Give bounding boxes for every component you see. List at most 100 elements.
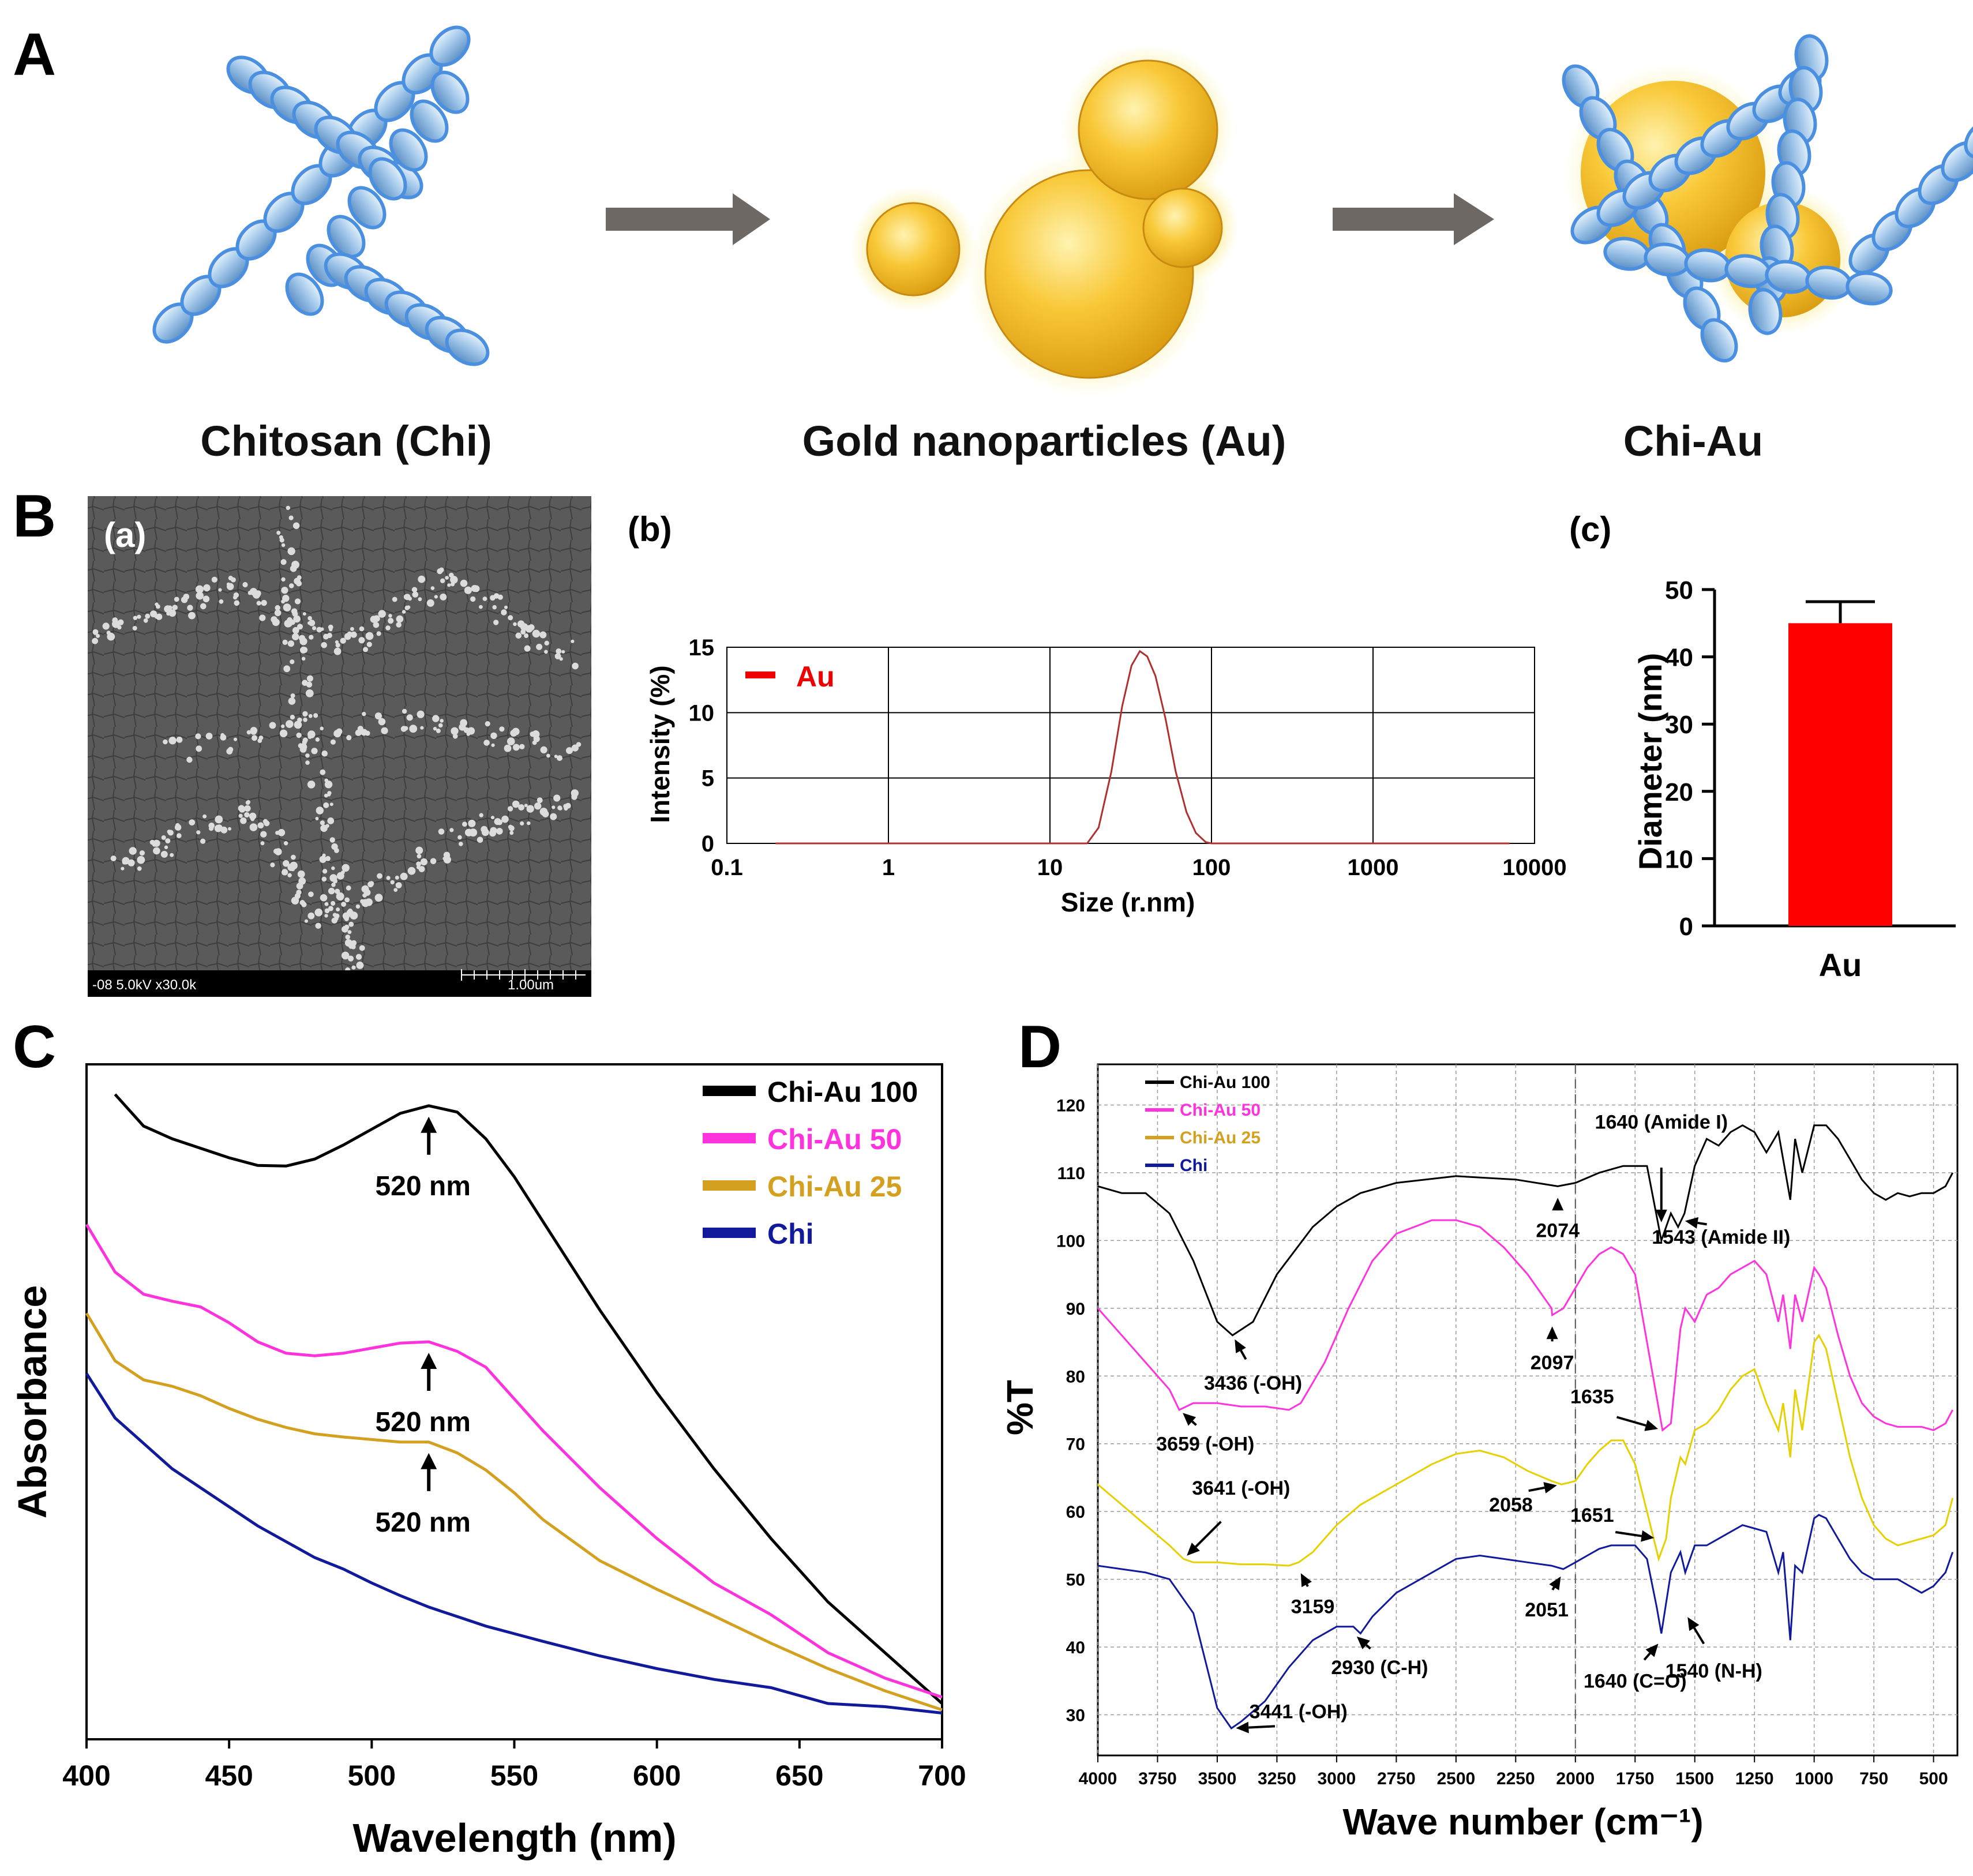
ftir-annotation-arrow — [1643, 1652, 1651, 1661]
sem-particle — [415, 846, 423, 854]
sem-particle — [153, 847, 160, 855]
sem-particle — [308, 714, 313, 718]
sem-particle — [395, 882, 402, 888]
sem-particle — [165, 838, 171, 844]
sem-particle — [160, 850, 168, 858]
ftir-y-tick: 100 — [1056, 1232, 1085, 1251]
sem-particle — [286, 505, 290, 511]
sem-particle — [320, 820, 325, 826]
sem-particle — [187, 605, 193, 611]
sem-particle — [402, 708, 407, 714]
sem-particle — [307, 912, 315, 920]
ftir-annotation-arrow — [1615, 1530, 1642, 1537]
chi-au-illustration — [1562, 34, 1973, 363]
uv-y-label: Absorbance — [10, 1285, 55, 1519]
sem-particle — [167, 830, 174, 836]
sem-particle — [304, 919, 309, 923]
sem-particle — [344, 924, 350, 930]
sem-particle — [325, 856, 331, 861]
sem-particle — [530, 731, 535, 737]
uv-x-tick: 650 — [775, 1759, 823, 1792]
sem-particle — [254, 590, 261, 597]
sem-particle — [483, 740, 490, 746]
sem-particle — [257, 738, 262, 743]
sem-particle — [283, 860, 290, 867]
sem-particle — [335, 888, 340, 894]
ftir-x-tick: 3750 — [1138, 1769, 1177, 1788]
sem-particle — [137, 614, 141, 619]
ftir-annotation-arrowhead — [1236, 1721, 1249, 1734]
sem-particle — [513, 622, 517, 626]
sem-particle — [312, 626, 317, 631]
ftir-annotation-arrow — [1195, 1521, 1222, 1548]
sem-particle — [279, 535, 283, 539]
sem-particle — [272, 618, 280, 626]
uv-peak-label: 520 nm — [375, 1171, 470, 1202]
sem-particle — [281, 577, 286, 582]
sem-particle — [408, 596, 412, 601]
sem-particle — [96, 633, 100, 638]
ftir-chart: 4000 3750 3500 3250 3000 2750 2500 2250 2000 1750… — [999, 1063, 1959, 1843]
ftir-annotation-arrowhead — [1655, 1209, 1667, 1222]
ftir-annotation-arrow — [1697, 1221, 1707, 1226]
sem-particle — [504, 744, 512, 752]
sem-particle — [168, 609, 177, 617]
panel-label-d: D — [1018, 1014, 1061, 1080]
sem-particle — [532, 629, 541, 638]
ftir-legend-chi-au-100: Chi-Au 100 — [1180, 1073, 1270, 1092]
sem-particle — [121, 866, 125, 871]
chi-au-bead — [1964, 118, 1973, 159]
sem-particle — [156, 613, 163, 620]
sem-particle — [107, 632, 115, 641]
sem-particle — [292, 626, 299, 634]
panel-label-b: B — [13, 483, 56, 550]
sem-particle — [374, 894, 383, 902]
sem-particle — [189, 819, 196, 826]
sem-particle — [291, 854, 296, 860]
sem-particle — [281, 587, 288, 594]
dls-x-label: Size (r.nm) — [1061, 887, 1195, 917]
sem-particle — [110, 856, 117, 861]
sem-particle — [279, 729, 288, 738]
sem-particle — [520, 821, 524, 826]
sem-particle — [440, 593, 447, 601]
ftir-annotation-arrowhead — [1645, 1644, 1659, 1657]
uv-peak-arrowhead — [421, 1453, 437, 1469]
sem-particle — [308, 891, 314, 897]
sem-particle — [477, 836, 483, 843]
sem-particle — [319, 856, 327, 863]
sem-particle — [485, 721, 490, 727]
sem-particle — [137, 866, 142, 871]
sem-particle — [246, 730, 252, 735]
sem-particle — [350, 626, 354, 631]
sem-particle — [438, 723, 443, 728]
sem-particle — [571, 794, 577, 800]
diameter-bar-au — [1788, 623, 1892, 926]
ftir-annotation-arrow — [1528, 1486, 1545, 1492]
sem-particle — [554, 653, 561, 659]
ftir-x-tick: 1000 — [1795, 1769, 1833, 1788]
ftir-annotation-label: 1635 — [1570, 1386, 1614, 1408]
sem-particle — [288, 583, 294, 588]
ftir-y-tick: 120 — [1056, 1096, 1085, 1115]
sem-particle — [390, 880, 395, 885]
sem-particle — [546, 753, 550, 758]
ftir-annotation-label: 2058 — [1489, 1494, 1533, 1516]
uv-x-tick: 550 — [490, 1759, 538, 1792]
sem-particle — [215, 815, 223, 824]
sem-particle — [340, 637, 346, 644]
panel-label-a: A — [13, 21, 56, 88]
diameter-error-bar — [1806, 600, 1875, 624]
sem-particle — [282, 639, 288, 645]
sem-particle — [247, 590, 252, 595]
sem-particle — [137, 856, 145, 864]
sem-particle — [291, 896, 299, 905]
sem-particle — [296, 732, 302, 738]
ftir-annotation-arrowhead — [1549, 1576, 1561, 1590]
sem-particle — [306, 675, 313, 682]
sem-particle — [299, 900, 305, 906]
sem-particle — [347, 930, 352, 935]
sem-particle — [133, 616, 138, 620]
ftir-annotation-label: 1540 (N-H) — [1666, 1660, 1762, 1682]
ftir-annotation-label: 1640 (Amide I) — [1595, 1112, 1728, 1134]
